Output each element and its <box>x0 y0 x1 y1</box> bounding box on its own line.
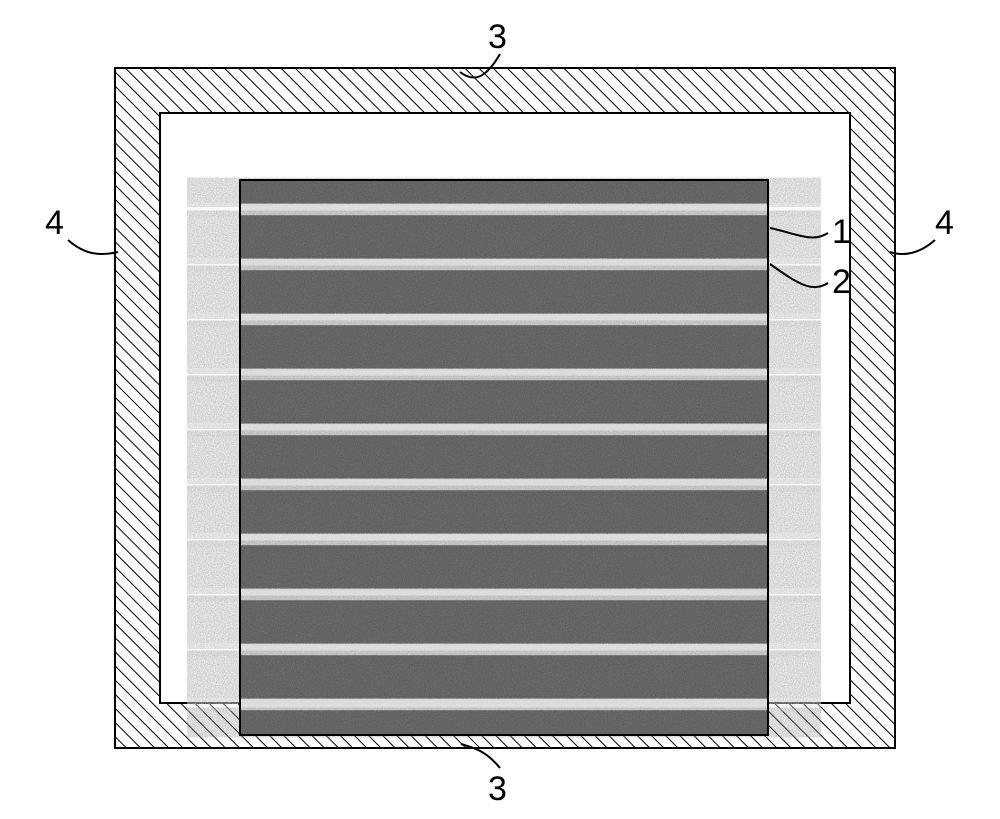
label-3-bottom: 3 <box>488 770 507 809</box>
label-2: 2 <box>832 263 851 302</box>
label-4-right: 4 <box>935 204 954 243</box>
label-4-left: 4 <box>45 204 64 243</box>
label-3-top: 3 <box>488 18 507 57</box>
layer-stack <box>240 180 768 735</box>
diagram-container: 3 3 4 4 1 2 <box>0 0 1000 814</box>
label-1: 1 <box>832 213 851 252</box>
diagram-svg <box>0 0 1000 814</box>
